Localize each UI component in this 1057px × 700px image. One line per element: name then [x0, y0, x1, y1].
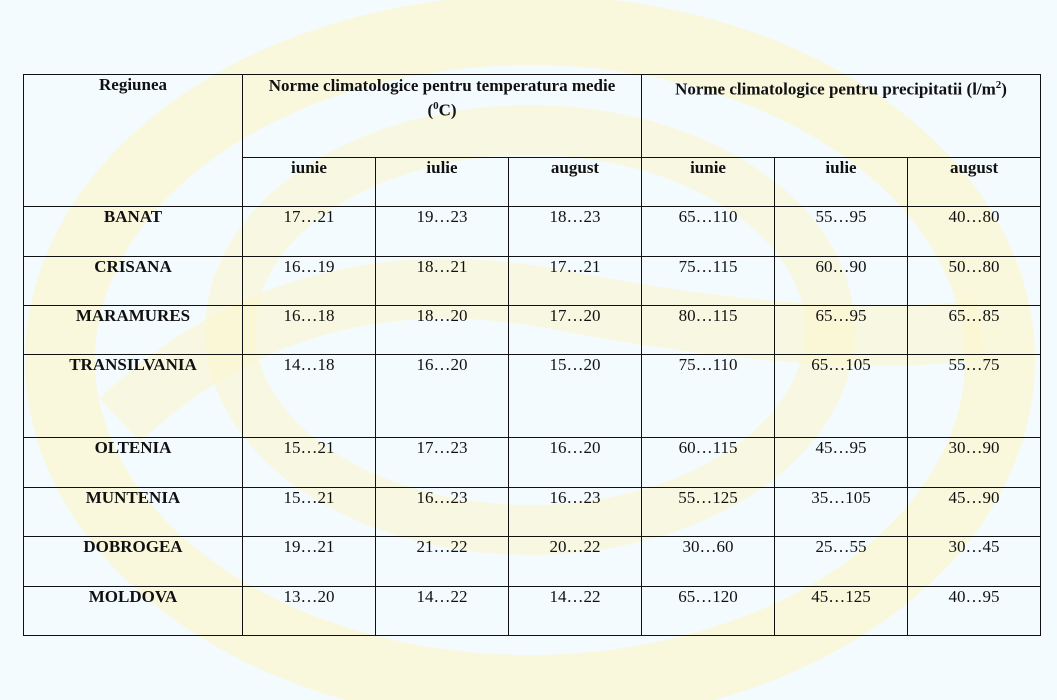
temperature-group-header: Norme climatologice pentru temperatura m… [241, 74, 643, 158]
table-cell: 16…23 [507, 486, 643, 538]
table-cell: 14…18 [242, 354, 376, 439]
table-cell: 17…21 [242, 206, 376, 257]
table-cell: 55…95 [774, 206, 909, 257]
temperature-unit-close: C) [438, 100, 457, 120]
table-cell: 19…21 [242, 536, 376, 587]
table-cell: 40…95 [907, 585, 1042, 637]
precipitation-group-header: Norme climatologice pentru precipitatii … [641, 74, 1042, 158]
table-cell: 75…110 [641, 354, 776, 439]
table-cell: 14…22 [507, 585, 643, 637]
table-row: CRISANA 16…19 18…21 17…21 75…115 60…90 5… [23, 255, 1042, 307]
table-cell: 17…20 [507, 305, 643, 356]
table-cell: 75…115 [641, 255, 776, 307]
table-cell: 15…21 [242, 486, 376, 538]
table-cell: 65…105 [774, 354, 909, 439]
table-cell: 30…90 [907, 437, 1042, 488]
table-cell: 15…21 [242, 437, 376, 488]
region-name: OLTENIA [23, 437, 243, 488]
region-name: DOBROGEA [23, 536, 243, 587]
region-name: MUNTENIA [23, 486, 243, 538]
table-cell: 45…90 [907, 486, 1042, 538]
region-name: CRISANA [23, 255, 243, 307]
table-cell: 17…21 [507, 255, 643, 307]
table-cell: 16…18 [242, 305, 376, 356]
table-cell: 45…95 [774, 437, 909, 488]
table-cell: 16…19 [242, 255, 376, 307]
table-cell: 50…80 [907, 255, 1042, 307]
table-cell: 55…125 [641, 486, 776, 538]
table-cell: 16…20 [375, 354, 509, 439]
region-name: MARAMURES [23, 305, 243, 356]
temperature-header-title: Norme climatologice pentru temperatura m… [268, 76, 616, 95]
table-cell: 30…45 [907, 536, 1042, 587]
precipitation-header-title: Norme climatologice pentru precipitatii … [675, 79, 996, 99]
month-header-temp-iulie: iulie [375, 156, 509, 208]
table-row: MUNTENIA 15…21 16…23 16…23 55…125 35…105… [23, 486, 1042, 538]
table-row: OLTENIA 15…21 17…23 16…20 60…115 45…95 3… [23, 437, 1042, 488]
month-header-temp-august: august [507, 156, 643, 208]
table-cell: 17…23 [375, 437, 509, 488]
table-cell: 15…20 [507, 354, 643, 439]
table-cell: 19…23 [375, 206, 509, 257]
table-cell: 45…125 [774, 585, 909, 637]
region-column-header: Regiunea [23, 73, 243, 208]
table-cell: 18…23 [507, 206, 643, 257]
month-header-temp-iunie: iunie [242, 156, 376, 208]
table-row: BANAT 17…21 19…23 18…23 65…110 55…95 40…… [23, 206, 1042, 257]
table-row: DOBROGEA 19…21 21…22 20…22 30…60 25…55 3… [23, 536, 1042, 587]
table-cell: 16…23 [375, 486, 509, 538]
table-cell: 65…85 [907, 305, 1042, 356]
table-cell: 80…115 [641, 305, 776, 356]
region-name: MOLDOVA [23, 585, 243, 637]
month-header-precip-iunie: iunie [641, 156, 776, 208]
table-cell: 16…20 [507, 437, 643, 488]
table-cell: 60…115 [641, 437, 776, 488]
table-cell: 55…75 [907, 354, 1042, 439]
table-cell: 18…20 [375, 305, 509, 356]
climate-norms-table: Regiunea Norme climatologice pentru temp… [23, 73, 1042, 637]
month-header-precip-august: august [907, 156, 1042, 208]
table-cell: 18…21 [375, 255, 509, 307]
table-cell: 21…22 [375, 536, 509, 587]
header-row: Regiunea Norme climatologice pentru temp… [23, 73, 1042, 208]
table-cell: 20…22 [507, 536, 643, 587]
precipitation-unit-close: ) [1001, 79, 1007, 99]
month-header-precip-iulie: iulie [774, 156, 909, 208]
table-cell: 14…22 [375, 585, 509, 637]
table-cell: 60…90 [774, 255, 909, 307]
region-name: BANAT [23, 206, 243, 257]
table-row: MARAMURES 16…18 18…20 17…20 80…115 65…95… [23, 305, 1042, 356]
table-cell: 30…60 [641, 536, 776, 587]
table-row: MOLDOVA 13…20 14…22 14…22 65…120 45…125 … [23, 585, 1042, 637]
table-cell: 65…95 [774, 305, 909, 356]
table-cell: 25…55 [774, 536, 909, 587]
table-cell: 65…120 [641, 585, 776, 637]
table-cell: 35…105 [774, 486, 909, 538]
region-name: TRANSILVANIA [23, 354, 243, 439]
table-cell: 13…20 [242, 585, 376, 637]
table-row: TRANSILVANIA 14…18 16…20 15…20 75…110 65… [23, 354, 1042, 439]
table-cell: 40…80 [907, 206, 1042, 257]
table-cell: 65…110 [641, 206, 776, 257]
